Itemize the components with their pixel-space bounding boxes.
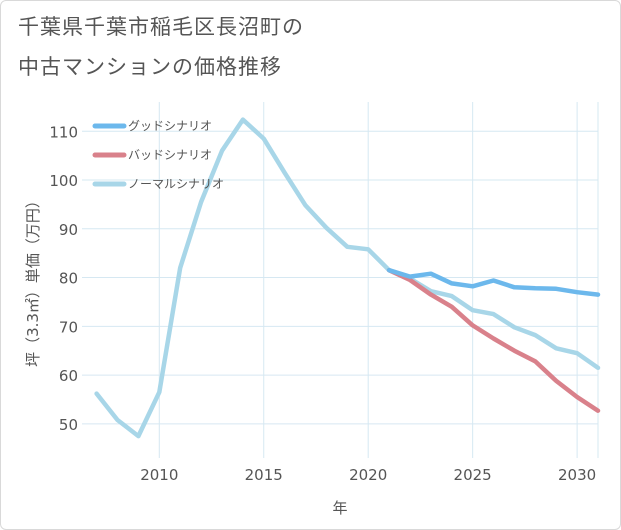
chart-title-line2: 中古マンションの価格推移: [18, 55, 282, 79]
legend-label: グッドシナリオ: [128, 119, 212, 133]
chart-title-line1: 千葉県千葉市稲毛区長沼町の: [18, 15, 304, 39]
y-axis-ticks: 50 60 70 80 90 100 110: [49, 123, 78, 434]
y-tick-label: 50: [59, 416, 78, 434]
x-tick-label: 2025: [454, 466, 492, 484]
x-tick-label: 2020: [349, 466, 387, 484]
x-axis-ticks: 2010 2015 2020 2025 2030: [140, 466, 596, 484]
grid-lines: [82, 102, 599, 458]
series-line: [94, 117, 601, 439]
series-line: [386, 267, 601, 413]
y-tick-label: 60: [59, 367, 78, 385]
series-line: [386, 267, 601, 297]
x-tick-label: 2010: [140, 466, 178, 484]
y-tick-label: 110: [49, 123, 78, 141]
y-tick-label: 90: [59, 221, 78, 239]
y-tick-label: 70: [59, 318, 78, 336]
x-tick-label: 2030: [558, 466, 596, 484]
series-lines: [94, 117, 601, 439]
y-axis-label: 坪（3.3㎡）単価（万円）: [24, 193, 42, 367]
legend-label: バッドシナリオ: [128, 148, 212, 162]
x-axis-label: 年: [332, 499, 347, 517]
y-tick-label: 100: [49, 172, 78, 190]
y-tick-label: 80: [59, 270, 78, 288]
legend-label: ノーマルシナリオ: [128, 177, 224, 191]
x-tick-label: 2015: [245, 466, 283, 484]
